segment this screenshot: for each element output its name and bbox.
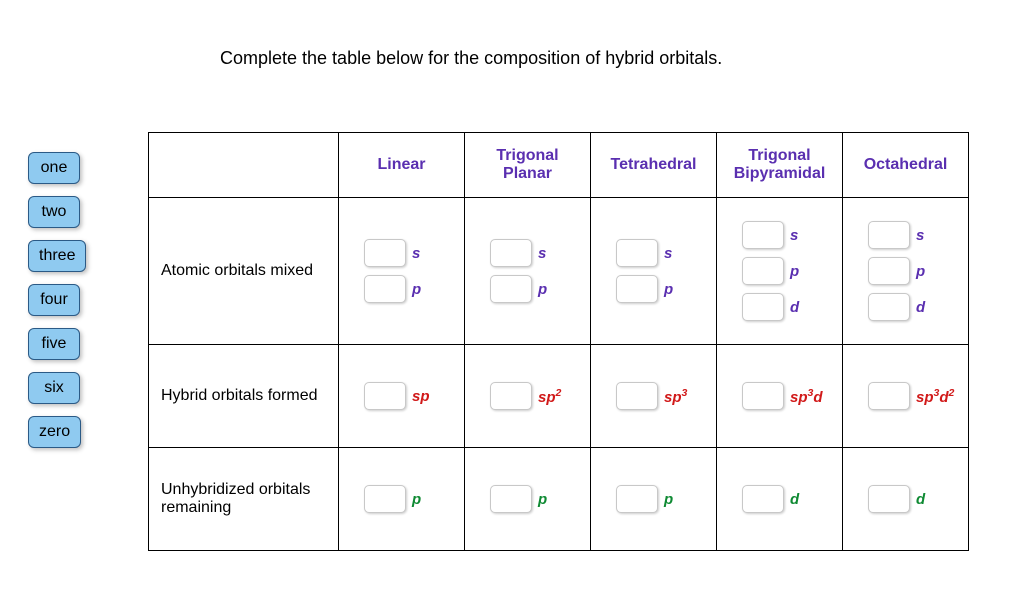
drop-mixed-linear-p[interactable]: [364, 275, 406, 303]
label-p: p: [412, 281, 452, 298]
label-p: p: [916, 263, 956, 280]
header-row: Linear Trigonal Planar Tetrahedral Trigo…: [149, 133, 969, 198]
tile-three[interactable]: three: [28, 240, 86, 272]
label-d: d: [790, 491, 830, 508]
drop-formed-trigbipy[interactable]: [742, 382, 784, 410]
cell-mixed-tetra: s p: [591, 198, 717, 345]
cell-remain-linear: p: [339, 448, 465, 551]
label-d: d: [916, 491, 956, 508]
row-mixed-label: Atomic orbitals mixed: [149, 198, 339, 345]
tile-two[interactable]: two: [28, 196, 80, 228]
cell-remain-trigplan: p: [465, 448, 591, 551]
col-trig-plan: Trigonal Planar: [465, 133, 591, 198]
cell-remain-trigbipy: d: [717, 448, 843, 551]
label-sp3d2: sp3d2: [916, 387, 956, 406]
row-remain: Unhybridized orbitals remaining p p p d …: [149, 448, 969, 551]
cell-mixed-linear: s p: [339, 198, 465, 345]
cell-remain-tetra: p: [591, 448, 717, 551]
drop-remain-trigbipy[interactable]: [742, 485, 784, 513]
label-sp2: sp2: [538, 387, 578, 406]
label-s: s: [412, 245, 452, 262]
drop-mixed-tetra-s[interactable]: [616, 239, 658, 267]
tile-six[interactable]: six: [28, 372, 80, 404]
drop-remain-linear[interactable]: [364, 485, 406, 513]
answer-tile-bank: one two three four five six zero: [28, 152, 86, 448]
label-sp3: sp3: [664, 387, 704, 406]
cell-formed-octa: sp3d2: [843, 345, 969, 448]
label-sp3d: sp3d: [790, 387, 830, 406]
drop-mixed-tetra-p[interactable]: [616, 275, 658, 303]
label-s: s: [790, 227, 830, 244]
label-p: p: [664, 491, 704, 508]
drop-formed-tetra[interactable]: [616, 382, 658, 410]
drop-mixed-trigbipy-p[interactable]: [742, 257, 784, 285]
row-formed-label: Hybrid orbitals formed: [149, 345, 339, 448]
drop-remain-tetra[interactable]: [616, 485, 658, 513]
row-remain-label: Unhybridized orbitals remaining: [149, 448, 339, 551]
tile-zero[interactable]: zero: [28, 416, 81, 448]
cell-formed-trigbipy: sp3d: [717, 345, 843, 448]
label-p: p: [790, 263, 830, 280]
row-formed: Hybrid orbitals formed sp sp2 sp3 sp3d s…: [149, 345, 969, 448]
label-s: s: [916, 227, 956, 244]
label-p: p: [538, 491, 578, 508]
cell-mixed-trigbipy: s p d: [717, 198, 843, 345]
drop-formed-octa[interactable]: [868, 382, 910, 410]
drop-formed-linear[interactable]: [364, 382, 406, 410]
label-p: p: [664, 281, 704, 298]
cell-formed-tetra: sp3: [591, 345, 717, 448]
corner-cell: [149, 133, 339, 198]
drop-formed-trigplan[interactable]: [490, 382, 532, 410]
col-trig-bipy: Trigonal Bipyramidal: [717, 133, 843, 198]
cell-formed-trigplan: sp2: [465, 345, 591, 448]
drop-mixed-trigbipy-d[interactable]: [742, 293, 784, 321]
label-s: s: [664, 245, 704, 262]
tile-one[interactable]: one: [28, 152, 80, 184]
col-tetra: Tetrahedral: [591, 133, 717, 198]
label-sp: sp: [412, 388, 452, 405]
drop-mixed-linear-s[interactable]: [364, 239, 406, 267]
tile-five[interactable]: five: [28, 328, 80, 360]
cell-mixed-octa: s p d: [843, 198, 969, 345]
drop-mixed-octa-d[interactable]: [868, 293, 910, 321]
label-d: d: [790, 299, 830, 316]
col-linear: Linear: [339, 133, 465, 198]
drop-mixed-octa-s[interactable]: [868, 221, 910, 249]
instruction-text: Complete the table below for the composi…: [220, 48, 722, 69]
drop-remain-trigplan[interactable]: [490, 485, 532, 513]
cell-remain-octa: d: [843, 448, 969, 551]
hybrid-orbitals-table: Linear Trigonal Planar Tetrahedral Trigo…: [148, 132, 968, 551]
drop-mixed-trigplan-p[interactable]: [490, 275, 532, 303]
tile-four[interactable]: four: [28, 284, 80, 316]
drop-remain-octa[interactable]: [868, 485, 910, 513]
cell-formed-linear: sp: [339, 345, 465, 448]
drop-mixed-trigbipy-s[interactable]: [742, 221, 784, 249]
label-d: d: [916, 299, 956, 316]
drop-mixed-octa-p[interactable]: [868, 257, 910, 285]
label-s: s: [538, 245, 578, 262]
label-p: p: [412, 491, 452, 508]
cell-mixed-trigplan: s p: [465, 198, 591, 345]
label-p: p: [538, 281, 578, 298]
drop-mixed-trigplan-s[interactable]: [490, 239, 532, 267]
row-mixed: Atomic orbitals mixed s p s p s p s p d: [149, 198, 969, 345]
col-octa: Octahedral: [843, 133, 969, 198]
